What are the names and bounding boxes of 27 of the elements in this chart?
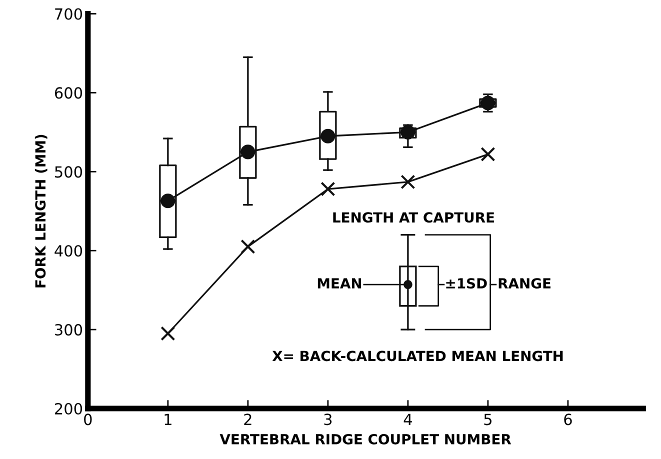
x-tick-label: 0 bbox=[84, 414, 92, 426]
y-axis-title: FORK LENGTH (MM) bbox=[34, 134, 48, 288]
x-tick-label: 4 bbox=[404, 414, 412, 425]
annotation: ±1SD bbox=[446, 278, 487, 289]
annotation: MEAN bbox=[318, 278, 362, 288]
point bbox=[160, 326, 176, 341]
point bbox=[400, 174, 416, 190]
x-tick-label: 5 bbox=[484, 414, 492, 426]
point bbox=[240, 239, 256, 254]
point bbox=[320, 182, 336, 196]
y-tick-label: 500 bbox=[55, 166, 82, 178]
x-tick-label: 2 bbox=[244, 414, 252, 425]
annotation: X= BACK-CALCULATED MEAN LENGTH bbox=[272, 350, 563, 362]
y-tick-label: 300 bbox=[55, 324, 82, 336]
annotation: LENGTH AT CAPTURE bbox=[333, 212, 494, 223]
y-tick-label: 700 bbox=[55, 8, 82, 20]
annotation: RANGE bbox=[498, 278, 550, 289]
x-axis-title: VERTEBRAL RIDGE COUPLET NUMBER bbox=[220, 434, 512, 444]
x-tick-label: 1 bbox=[164, 414, 172, 425]
y-tick-label: 600 bbox=[54, 87, 82, 99]
x-tick-label: 3 bbox=[324, 414, 332, 426]
y-tick-label: 400 bbox=[54, 245, 82, 257]
y-tick-label: 200 bbox=[55, 402, 82, 415]
point bbox=[160, 194, 176, 208]
point bbox=[480, 147, 496, 162]
x-tick-label: 6 bbox=[564, 414, 572, 426]
point bbox=[400, 124, 416, 140]
